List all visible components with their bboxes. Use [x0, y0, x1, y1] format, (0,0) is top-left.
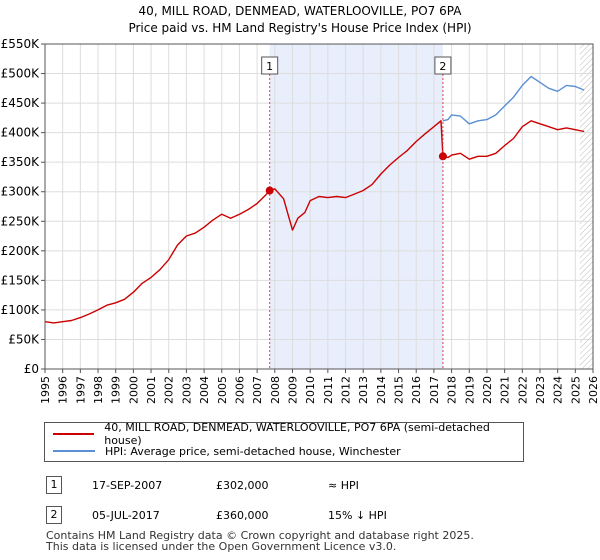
transaction-marker-box [434, 56, 452, 75]
y-tick-label: £500K [1, 67, 41, 81]
legend-swatch-property [53, 433, 95, 435]
transaction-point [438, 152, 447, 161]
transaction-number: 1 [46, 476, 62, 494]
y-tick-label: £0 [24, 362, 39, 376]
x-tick-label: 2019 [463, 376, 476, 404]
transaction-date: 17-SEP-2007 [92, 479, 163, 492]
price-chart: 40, MILL ROAD, DENMEAD, WATERLOOVILLE, P… [1, 4, 600, 404]
transaction-number: 2 [46, 506, 62, 524]
x-tick-label: 1997 [74, 376, 87, 404]
x-tick-label: 2008 [269, 376, 282, 404]
x-tick-label: 1996 [57, 376, 70, 404]
x-tick-label: 2015 [393, 376, 406, 404]
x-tick-label: 2010 [304, 376, 317, 404]
footer-line-1: Contains HM Land Registry data © Crown c… [46, 529, 474, 542]
x-tick-label: 2012 [340, 376, 353, 404]
transaction-price: £360,000 [216, 509, 269, 522]
x-tick-label: 2018 [446, 376, 459, 404]
transaction-price: £302,000 [216, 479, 269, 492]
series-line [442, 75, 585, 125]
x-tick-label: 2003 [180, 376, 193, 404]
x-tick-label: 2000 [127, 376, 140, 404]
y-tick-label: £300K [1, 185, 41, 199]
transaction-marker-label: 1 [266, 60, 273, 73]
x-tick-label: 2014 [375, 376, 388, 404]
x-tick-label: 2011 [322, 376, 335, 404]
transaction-marker-box [261, 56, 279, 75]
y-tick-label: £200K [1, 244, 41, 258]
ownership-period-shading [269, 44, 443, 369]
x-tick-label: 2024 [552, 376, 565, 404]
transaction-hpi: 15% ↓ HPI [328, 509, 387, 522]
y-tick-label: £250K [1, 214, 41, 228]
x-tick-label: 2007 [251, 376, 264, 404]
transaction-marker-label: 2 [439, 60, 446, 73]
x-tick-label: 2004 [198, 376, 211, 404]
y-tick-label: £50K [8, 332, 40, 346]
y-tick-label: £400K [1, 126, 41, 140]
x-tick-label: 1999 [110, 376, 123, 404]
x-tick-label: 1995 [39, 376, 52, 404]
plot-border [44, 43, 594, 370]
x-tick-label: 2006 [233, 376, 246, 404]
transaction-row: 2 05-JUL-2017 £360,000 15% ↓ HPI [40, 506, 500, 526]
x-tick-label: 2005 [216, 376, 229, 404]
y-tick-label: £450K [1, 96, 41, 110]
y-tick-label: £550K [1, 37, 41, 51]
legend-label-property: 40, MILL ROAD, DENMEAD, WATERLOOVILLE, P… [104, 421, 490, 447]
forecast-hatch [579, 44, 593, 369]
legend: 40, MILL ROAD, DENMEAD, WATERLOOVILLE, P… [44, 421, 524, 462]
footer: Contains HM Land Registry data © Crown c… [46, 530, 474, 552]
y-tick-label: £150K [1, 273, 41, 287]
x-tick-label: 2016 [410, 376, 423, 404]
y-tick-label: £100K [1, 303, 41, 317]
transaction-hpi: ≈ HPI [328, 479, 359, 492]
x-tick-label: 2023 [534, 376, 547, 404]
transaction-date: 05-JUL-2017 [92, 509, 160, 522]
transaction-point [265, 186, 274, 195]
x-tick-label: 1998 [92, 376, 105, 404]
x-tick-label: 2002 [163, 376, 176, 404]
legend-label-hpi: HPI: Average price, semi-detached house,… [105, 444, 401, 458]
x-tick-label: 2013 [357, 376, 370, 404]
x-tick-label: 2026 [587, 376, 600, 404]
legend-item-property: 40, MILL ROAD, DENMEAD, WATERLOOVILLE, P… [53, 421, 523, 447]
x-tick-label: 2025 [569, 376, 582, 404]
x-tick-label: 2017 [428, 376, 441, 404]
y-tick-label: £350K [1, 155, 41, 169]
x-tick-label: 2021 [499, 376, 512, 404]
x-tick-label: 2022 [516, 376, 529, 404]
chart-title: 40, MILL ROAD, DENMEAD, WATERLOOVILLE, P… [139, 4, 463, 18]
footer-line-2: This data is licensed under the Open Gov… [46, 540, 397, 553]
legend-item-hpi: HPI: Average price, semi-detached house,… [53, 443, 401, 459]
transaction-row: 1 17-SEP-2007 £302,000 ≈ HPI [40, 476, 500, 496]
series-line [44, 120, 585, 324]
legend-swatch-hpi [53, 450, 95, 452]
x-tick-label: 2009 [286, 376, 299, 404]
x-tick-label: 2020 [481, 376, 494, 404]
x-tick-label: 2001 [145, 376, 158, 404]
chart-subtitle: Price paid vs. HM Land Registry's House … [128, 21, 471, 35]
